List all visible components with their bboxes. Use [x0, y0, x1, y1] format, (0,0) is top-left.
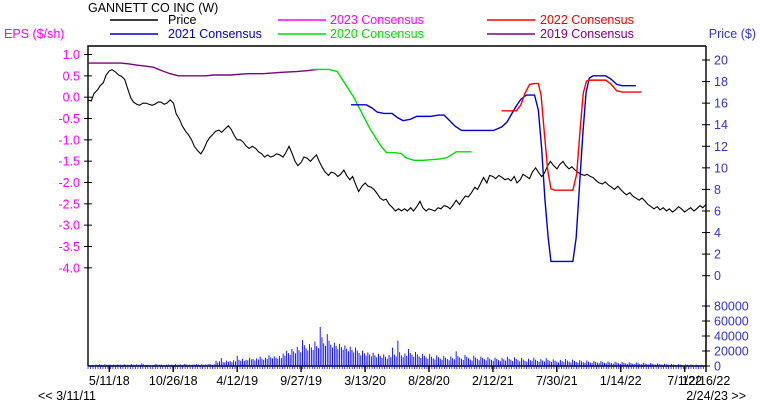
series-price — [88, 69, 706, 213]
legend-label: 2021 Consensus — [168, 27, 262, 41]
chart-title: GANNETT CO INC (W) — [88, 1, 218, 15]
legend-label: 2020 Consensus — [330, 27, 424, 41]
right-tick-label: 0 — [714, 269, 721, 283]
legend-item-2022-consensus: 2022 Consensus — [487, 13, 634, 27]
legend-item-2020-consensus: 2020 Consensus — [278, 27, 424, 41]
x-tick-label: 9/27/19 — [280, 374, 322, 388]
x-tick-label: 4/12/19 — [216, 374, 258, 388]
right-tick-label: 16 — [714, 97, 728, 111]
left-tick-label: -2.0 — [58, 176, 80, 190]
volume-bars — [88, 327, 706, 366]
left-tick-label: -4.0 — [58, 261, 80, 275]
series-2019-consensus — [88, 62, 319, 77]
legend-label: Price — [168, 13, 197, 27]
legend-label: 2019 Consensus — [540, 27, 634, 41]
series-2021-consensus — [350, 75, 636, 263]
legend-item-price: Price — [110, 13, 197, 27]
legend-item-2019-consensus: 2019 Consensus — [487, 27, 634, 41]
left-axis-title: EPS ($/sh) — [4, 27, 64, 41]
x-tick-label: 8/28/20 — [408, 374, 450, 388]
range-start-label: << 3/11/11 — [38, 389, 96, 400]
left-tick-label: 0.0 — [63, 91, 80, 105]
volume-tick-label: 60000 — [714, 315, 749, 329]
volume-tick-label: 80000 — [714, 300, 749, 314]
series-2022-consensus — [501, 79, 642, 191]
plot-frame-group — [87, 45, 707, 367]
left-tick-label: -2.5 — [58, 197, 80, 211]
left-tick-label: -1.0 — [58, 133, 80, 147]
right-tick-label: 14 — [714, 118, 728, 132]
x-tick-label: 12/16/22 — [682, 374, 731, 388]
x-tick-label: 5/11/18 — [89, 374, 130, 388]
right-tick-label: 8 — [714, 183, 721, 197]
right-tick-label: 4 — [714, 226, 721, 240]
right-tick-label: 10 — [714, 161, 728, 175]
left-tick-label: -1.5 — [58, 155, 80, 169]
left-tick-label: -0.5 — [58, 112, 80, 126]
volume-tick-label: 40000 — [714, 330, 749, 344]
x-tick-label: 10/26/18 — [149, 374, 198, 388]
legend-label: 2022 Consensus — [540, 13, 634, 27]
plot-frame — [87, 45, 707, 367]
left-tick-label: 0.5 — [63, 69, 80, 83]
right-tick-label: 18 — [714, 75, 728, 89]
x-tick-label: 2/12/21 — [472, 374, 514, 388]
x-axis: 5/11/18 10/26/18 4/12/19 9/27/19 3/13/20 8/28… — [87, 366, 731, 388]
legend-label: 2023 Consensus — [330, 13, 424, 27]
x-tick-label: 1/14/22 — [600, 374, 642, 388]
legend-item-2023-consensus: 2023 Consensus — [278, 13, 424, 27]
right-tick-label: 2 — [714, 248, 721, 262]
right-axis-title: Price ($) — [709, 27, 756, 41]
volume-tick-label: 20000 — [714, 345, 749, 359]
x-tick-label: 7/1/22 — [667, 374, 702, 388]
volume-tick-label: 0 — [714, 360, 721, 374]
left-tick-label: 1.0 — [63, 48, 80, 62]
x-tick-label: 7/30/21 — [536, 374, 578, 388]
left-tick-label: -3.0 — [58, 219, 80, 233]
left-tick-label: -3.5 — [58, 240, 80, 254]
series-group — [88, 62, 706, 263]
legend-item-2021-consensus: 2021 Consensus — [110, 27, 262, 41]
left-axis: 1.0 0.5 0.0 -0.5 -1.0 -1.5 -2.0 -2.5 -3.0 -3.5 -4.… — [58, 48, 92, 275]
right-tick-label: 6 — [714, 204, 721, 218]
range-end-label: 2/24/23 >> — [686, 389, 746, 400]
right-tick-label: 12 — [714, 140, 728, 154]
right-tick-label: 20 — [714, 54, 728, 68]
series-2020-consensus — [311, 68, 472, 162]
x-tick-label: 3/13/20 — [344, 374, 386, 388]
